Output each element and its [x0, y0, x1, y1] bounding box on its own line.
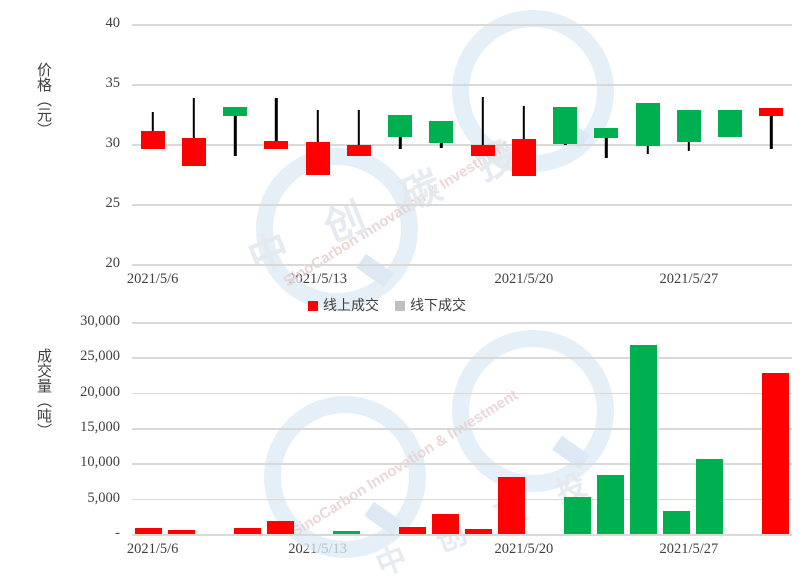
y-axis-tick-label: 35: [105, 75, 121, 91]
volume-bar[interactable]: [398, 526, 427, 534]
volume-bar[interactable]: [629, 344, 658, 534]
legend-swatch-online-icon: [308, 301, 318, 311]
y-axis-tick-label: 25: [105, 195, 121, 211]
candlestick-wick: [357, 110, 361, 156]
volume-bar[interactable]: [266, 520, 295, 534]
candlestick-body: [511, 139, 536, 177]
candlestick[interactable]: [140, 24, 165, 264]
y-axis-tick-label: 25,000: [80, 348, 120, 365]
x-axis-tick-label: 2021/5/6: [126, 541, 179, 557]
candlestick-body: [553, 106, 578, 144]
candlestick-body: [594, 128, 619, 138]
x-axis-tick-label: 2021/5/13: [288, 271, 348, 287]
candlestick-wick: [275, 98, 278, 149]
volume-bar[interactable]: [662, 511, 691, 534]
candlestick-body: [264, 141, 289, 149]
x-axis-tick-label: 2021/5/27: [659, 541, 719, 557]
candlestick-body: [759, 108, 784, 117]
volume-plot-area: [132, 322, 792, 536]
y-axis-tick-label: 10,000: [80, 454, 120, 471]
x-axis-tick-label: 2021/5/13: [288, 541, 348, 557]
candlestick[interactable]: [429, 24, 454, 264]
gridline: [132, 534, 792, 536]
y-axis-tick-label: 30: [105, 135, 121, 151]
y-axis-tick-label: 20: [105, 255, 121, 271]
candlestick-body: [388, 115, 413, 137]
x-axis-tick-label: 2021/5/6: [126, 271, 179, 287]
gridline: [132, 463, 792, 465]
volume-chart-panel: 成交量（吨） - 5,000 10,000 15,000 20,000 25,000 30,…: [0, 293, 812, 586]
volume-bar[interactable]: [134, 528, 163, 534]
legend-swatch-offline-icon: [395, 301, 405, 311]
gridline: [132, 264, 792, 266]
legend-item-online[interactable]: 线上成交: [308, 299, 379, 313]
candlestick-wick: [151, 111, 154, 149]
candlestick[interactable]: [718, 24, 743, 264]
gridline: [132, 322, 792, 324]
candlestick-wick: [192, 98, 196, 166]
candlestick-body: [140, 130, 165, 149]
volume-bar[interactable]: [761, 372, 790, 534]
legend-label-online: 线上成交: [323, 298, 379, 314]
legend-item-offline[interactable]: 线下成交: [395, 299, 466, 313]
volume-bar[interactable]: [332, 531, 361, 535]
volume-bar[interactable]: [431, 513, 460, 534]
y-axis-tick-label: 20,000: [80, 383, 120, 400]
candlestick[interactable]: [223, 24, 248, 264]
y-axis-tick-label: 40: [105, 15, 121, 31]
price-plot-area: [132, 24, 792, 266]
candlestick-body: [635, 103, 660, 147]
price-chart-panel: 价格（元） 20 25 30 35 40 2021/5/6 2021/5/13 2021/5…: [35, 15, 792, 287]
candlestick-body: [181, 138, 206, 166]
candlestick[interactable]: [635, 24, 660, 264]
volume-axis-title: 成交量（吨）: [35, 348, 53, 438]
volume-bar[interactable]: [596, 475, 625, 534]
volume-bar[interactable]: [464, 529, 493, 534]
volume-bar[interactable]: [497, 477, 526, 534]
volume-bar[interactable]: [563, 496, 592, 534]
candlestick[interactable]: [511, 24, 536, 264]
candlestick[interactable]: [759, 24, 784, 264]
candlestick-wick: [770, 108, 773, 149]
price-axis-title: 价格（元）: [35, 62, 53, 137]
legend-label-offline: 线下成交: [410, 298, 466, 314]
candlestick-body: [223, 106, 248, 117]
candlestick[interactable]: [346, 24, 371, 264]
gridline: [132, 498, 792, 501]
x-axis-tick-label: 2021/5/27: [659, 271, 719, 287]
y-axis-tick-label: -: [115, 525, 120, 541]
candlestick-wick: [481, 97, 484, 156]
x-axis-tick-label: 2021/5/20: [494, 541, 554, 557]
y-axis-tick-label: 5,000: [87, 489, 120, 506]
candlestick[interactable]: [470, 24, 495, 264]
gridline: [132, 357, 792, 359]
candlestick[interactable]: [594, 24, 619, 264]
candlestick[interactable]: [181, 24, 206, 264]
candlestick-body: [429, 121, 454, 143]
y-axis-tick-label: 30,000: [80, 313, 120, 329]
volume-bar[interactable]: [695, 459, 724, 534]
candlestick[interactable]: [676, 24, 701, 264]
x-axis-tick-label: 2021/5/20: [494, 271, 554, 287]
candlestick-wick: [233, 106, 237, 156]
candlestick-body: [718, 110, 743, 137]
volume-bar[interactable]: [233, 527, 262, 534]
candlestick-body: [676, 110, 701, 142]
volume-bar[interactable]: [167, 529, 196, 534]
y-axis-tick-label: 15,000: [80, 419, 120, 435]
candlestick[interactable]: [264, 24, 289, 264]
candlestick-body: [346, 145, 371, 156]
volume-legend: 线上成交 线下成交: [308, 299, 466, 313]
candlestick[interactable]: [388, 24, 413, 264]
candlestick[interactable]: [305, 24, 330, 264]
candlestick-body: [470, 145, 495, 156]
gridline: [132, 392, 792, 395]
gridline: [132, 204, 792, 206]
candlestick[interactable]: [553, 24, 578, 264]
gridline: [132, 428, 792, 430]
candlestick-body: [305, 141, 330, 176]
